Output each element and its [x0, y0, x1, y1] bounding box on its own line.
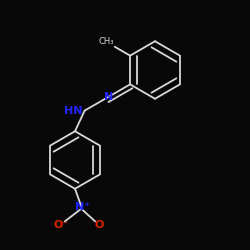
Text: O: O: [94, 220, 104, 230]
Text: CH₃: CH₃: [98, 36, 114, 46]
Text: N: N: [104, 92, 113, 102]
Text: O⁻: O⁻: [54, 220, 69, 230]
Text: N⁺: N⁺: [75, 202, 90, 212]
Text: HN: HN: [64, 106, 83, 116]
